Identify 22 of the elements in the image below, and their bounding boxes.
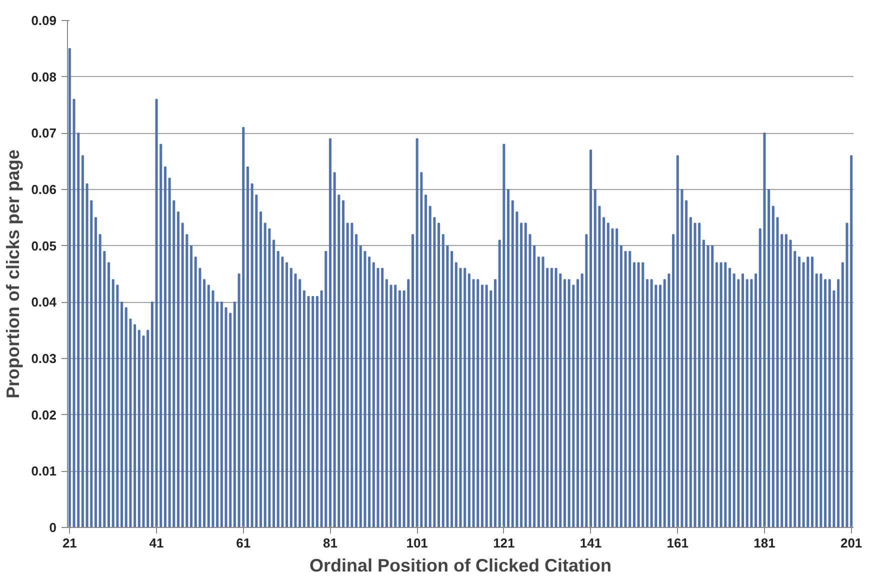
y-tick-label: 0.03	[31, 351, 57, 366]
y-tick-label: 0.08	[31, 69, 57, 84]
x-tick-label: 141	[580, 536, 602, 550]
y-tick-label: 0.09	[31, 13, 57, 28]
x-axis-title: Ordinal Position of Clicked Citation	[309, 556, 612, 576]
y-tick-label: 0.05	[31, 238, 57, 254]
x-tick-label: 81	[322, 536, 338, 550]
y-tick-label: 0.04	[31, 294, 58, 310]
y-tick-label: 0.02	[31, 407, 57, 422]
x-tick-label: 101	[406, 536, 428, 550]
x-tick-label: 41	[149, 536, 164, 550]
x-tick-label: 121	[493, 536, 515, 550]
x-tick-label: 21	[62, 536, 77, 550]
y-tick-label: 0	[49, 520, 57, 535]
y-axis-title: Proportion of clicks per page	[3, 149, 24, 399]
y-tick-label: 0.01	[31, 464, 57, 479]
x-tick-label: 161	[666, 536, 688, 550]
y-tick-label: 0.07	[31, 126, 57, 141]
x-tick-label: 61	[236, 536, 251, 550]
y-tick-label: 0.06	[31, 182, 57, 197]
x-tick-label: 181	[754, 536, 776, 550]
x-tick-label: 201	[840, 536, 862, 550]
